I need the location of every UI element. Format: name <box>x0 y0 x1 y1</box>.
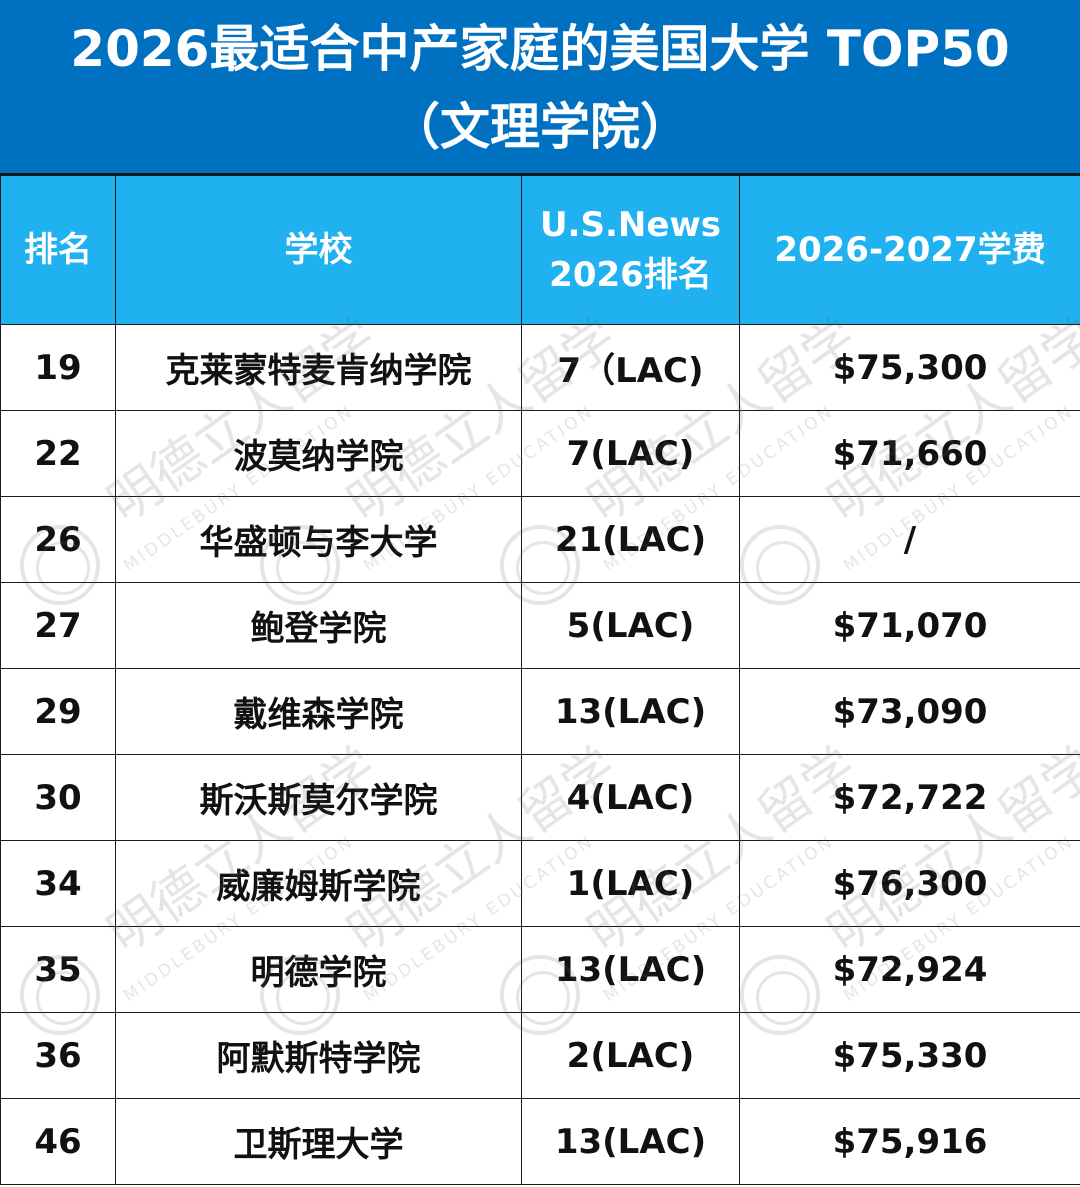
header-rank: 排名 <box>0 175 116 325</box>
cell-fee: $72,722 <box>739 754 1080 841</box>
cell-school: 华盛顿与李大学 <box>115 496 522 583</box>
cell-usnews: 7(LAC) <box>521 410 740 497</box>
cell-usnews: 13(LAC) <box>521 1098 740 1185</box>
cell-usnews: 2(LAC) <box>521 1012 740 1099</box>
table-row: 27 鲍登学院 5(LAC) $71,070 <box>0 582 1080 669</box>
table-row: 29 戴维森学院 13(LAC) $73,090 <box>0 668 1080 755</box>
cell-fee: $73,090 <box>739 668 1080 755</box>
cell-fee: $76,300 <box>739 840 1080 927</box>
cell-rank: 46 <box>0 1098 116 1185</box>
cell-fee: $75,330 <box>739 1012 1080 1099</box>
cell-school: 阿默斯特学院 <box>115 1012 522 1099</box>
cell-school: 戴维森学院 <box>115 668 522 755</box>
header-usnews-line1: U.S.News <box>539 205 722 245</box>
table-row: 22 波莫纳学院 7(LAC) $71,660 <box>0 410 1080 497</box>
cell-fee: $71,070 <box>739 582 1080 669</box>
page-subtitle: （文理学院） <box>390 98 690 156</box>
table-row: 30 斯沃斯莫尔学院 4(LAC) $72,722 <box>0 754 1080 841</box>
cell-usnews: 4(LAC) <box>521 754 740 841</box>
cell-usnews: 7（LAC) <box>521 324 740 411</box>
cell-rank: 35 <box>0 926 116 1013</box>
cell-rank: 30 <box>0 754 116 841</box>
table-row: 46 卫斯理大学 13(LAC) $75,916 <box>0 1098 1080 1185</box>
cell-school: 斯沃斯莫尔学院 <box>115 754 522 841</box>
header-school: 学校 <box>115 175 522 325</box>
cell-fee: $72,924 <box>739 926 1080 1013</box>
cell-rank: 36 <box>0 1012 116 1099</box>
cell-usnews: 21(LAC) <box>521 496 740 583</box>
cell-school: 卫斯理大学 <box>115 1098 522 1185</box>
cell-rank: 22 <box>0 410 116 497</box>
cell-school: 鲍登学院 <box>115 582 522 669</box>
table-row: 19 克莱蒙特麦肯纳学院 7（LAC) $75,300 <box>0 324 1080 411</box>
cell-rank: 34 <box>0 840 116 927</box>
ranking-table: 排名 学校 U.S.News 2026排名 2026-2027学费 19 克莱蒙… <box>0 175 1080 1185</box>
page-title: 2026最适合中产家庭的美国大学 TOP50 <box>70 20 1010 78</box>
cell-school: 明德学院 <box>115 926 522 1013</box>
cell-rank: 26 <box>0 496 116 583</box>
cell-rank: 29 <box>0 668 116 755</box>
cell-usnews: 1(LAC) <box>521 840 740 927</box>
header-usnews-line2: 2026排名 <box>549 255 712 295</box>
cell-fee: $75,300 <box>739 324 1080 411</box>
cell-rank: 27 <box>0 582 116 669</box>
table-row: 26 华盛顿与李大学 21(LAC) / <box>0 496 1080 583</box>
table-row: 35 明德学院 13(LAC) $72,924 <box>0 926 1080 1013</box>
cell-school: 克莱蒙特麦肯纳学院 <box>115 324 522 411</box>
table-header-row: 排名 学校 U.S.News 2026排名 2026-2027学费 <box>0 175 1080 325</box>
table-row: 36 阿默斯特学院 2(LAC) $75,330 <box>0 1012 1080 1099</box>
cell-fee: $71,660 <box>739 410 1080 497</box>
cell-school: 波莫纳学院 <box>115 410 522 497</box>
cell-rank: 19 <box>0 324 116 411</box>
cell-usnews: 13(LAC) <box>521 668 740 755</box>
title-banner: 2026最适合中产家庭的美国大学 TOP50 （文理学院） <box>0 0 1080 175</box>
header-fee: 2026-2027学费 <box>739 175 1080 325</box>
table-row: 34 威廉姆斯学院 1(LAC) $76,300 <box>0 840 1080 927</box>
header-usnews: U.S.News 2026排名 <box>521 175 740 325</box>
cell-fee: $75,916 <box>739 1098 1080 1185</box>
cell-usnews: 13(LAC) <box>521 926 740 1013</box>
cell-usnews: 5(LAC) <box>521 582 740 669</box>
cell-school: 威廉姆斯学院 <box>115 840 522 927</box>
cell-fee: / <box>739 496 1080 583</box>
